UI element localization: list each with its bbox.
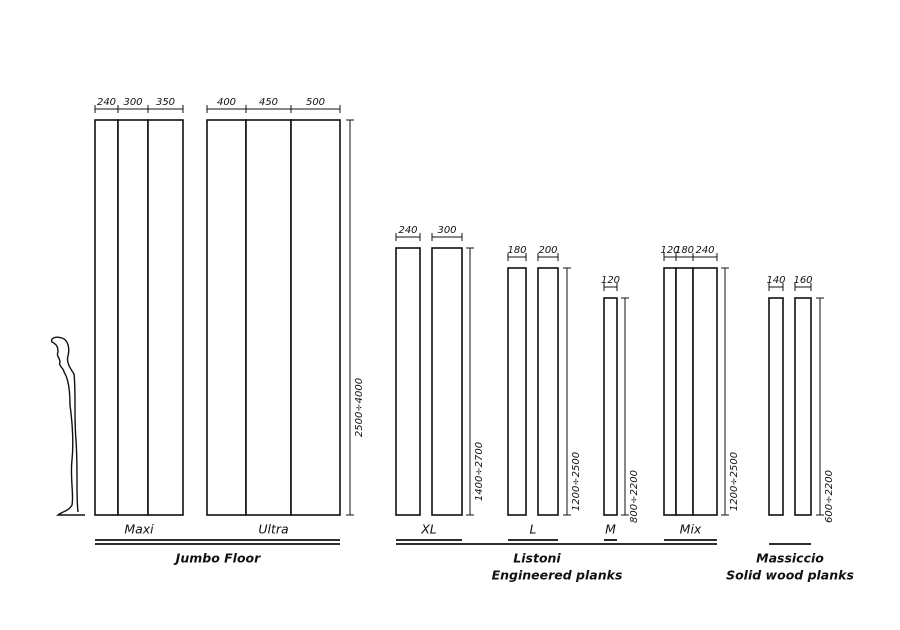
width-label: 300 xyxy=(123,97,142,108)
length-label: 2500÷4000 xyxy=(354,378,365,437)
plank xyxy=(147,119,184,516)
width-label: 180 xyxy=(507,245,526,256)
product-name: Ultra xyxy=(258,522,288,537)
width-label: 180 xyxy=(675,245,694,256)
plank xyxy=(692,267,718,516)
width-label: 450 xyxy=(259,97,278,108)
width-label: 240 xyxy=(695,245,714,256)
human-silhouette xyxy=(50,336,85,516)
product-name: Mix xyxy=(680,522,702,537)
family-title: Jumbo Floor xyxy=(173,551,261,566)
plank xyxy=(663,267,677,516)
family-title: Listoni xyxy=(513,551,561,566)
product-name: M xyxy=(605,522,616,537)
family-subtitle: Solid wood planks xyxy=(726,568,854,583)
plank xyxy=(290,119,341,516)
family-title: Massiccio xyxy=(756,551,824,566)
plank xyxy=(395,247,421,516)
plank xyxy=(206,119,247,516)
plank xyxy=(94,119,119,516)
length-label: 1400÷2700 xyxy=(474,442,485,501)
width-label: 200 xyxy=(538,245,557,256)
plank xyxy=(245,119,292,516)
width-label: 240 xyxy=(398,225,417,236)
product-name: XL xyxy=(420,522,437,537)
length-label: 600÷2200 xyxy=(824,470,835,523)
width-label: 300 xyxy=(437,225,456,236)
plank xyxy=(794,297,812,516)
width-label: 160 xyxy=(793,275,812,286)
plank xyxy=(537,267,559,516)
plank xyxy=(117,119,149,516)
length-label: 1200÷2500 xyxy=(729,452,740,511)
length-label: 800÷2200 xyxy=(629,470,640,523)
width-label: 500 xyxy=(306,97,325,108)
width-label: 240 xyxy=(97,97,116,108)
width-label: 120 xyxy=(660,245,679,256)
width-label: 350 xyxy=(156,97,175,108)
family-subtitle: Engineered planks xyxy=(492,568,623,583)
width-label: 400 xyxy=(217,97,236,108)
length-label: 1200÷2500 xyxy=(571,452,582,511)
plank xyxy=(603,297,618,516)
plank xyxy=(507,267,527,516)
width-label: 120 xyxy=(601,275,620,286)
plank xyxy=(768,297,784,516)
product-name: L xyxy=(530,522,537,537)
plank xyxy=(431,247,463,516)
width-label: 140 xyxy=(766,275,785,286)
product-name: Maxi xyxy=(124,522,154,537)
plank xyxy=(675,267,694,516)
